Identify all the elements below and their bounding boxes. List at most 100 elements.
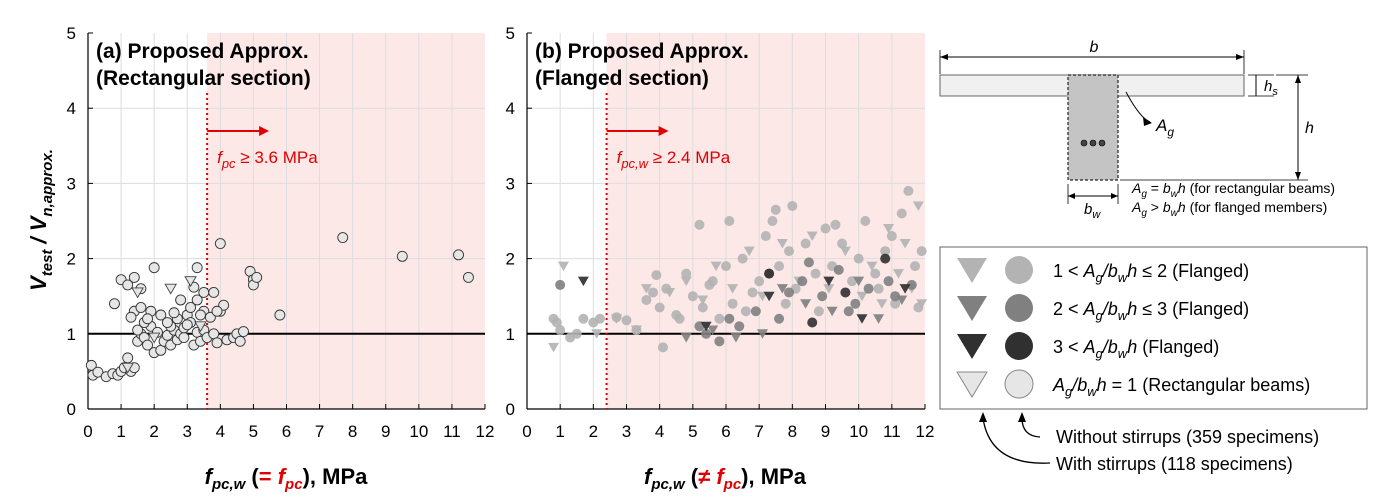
panel-b-x-tick-label: 7: [754, 422, 763, 441]
panel-b-data-point: [813, 306, 824, 317]
panel-b-data-point: [770, 204, 781, 215]
panel-b-y-tick-label: 4: [506, 99, 515, 118]
diagram-bw-label: bw: [1084, 201, 1101, 221]
panel-a-y-tick-label: 3: [67, 174, 76, 193]
panel-a-data-point: [214, 238, 226, 250]
panel-b-data-point: [648, 287, 659, 298]
panel-a-data-point: [135, 302, 147, 313]
panel-a-x-tick-label: 12: [476, 422, 495, 441]
panel-b-y-tick-label: 1: [506, 325, 515, 344]
panel-a-data-point: [337, 232, 349, 243]
panel-a-y-tick-label: 0: [67, 400, 76, 419]
panel-a-data-point: [211, 337, 223, 349]
diagram-eq-1: Ag = bwh (for rectangular beams): [1131, 180, 1335, 200]
panel-b-data-point: [737, 253, 748, 264]
panel-b-data-point: [555, 325, 566, 336]
panel-b-data-point: [866, 261, 878, 272]
panel-a-data-point: [181, 319, 193, 331]
panel-b-data-point: [700, 321, 712, 332]
panel-a-y-tick-label: 1: [67, 325, 76, 344]
panel-b-data-point: [754, 276, 765, 287]
panel-b-data-point: [764, 268, 775, 279]
panel-b-data-point: [810, 268, 821, 279]
panel-a-data-point: [208, 328, 220, 340]
panel-b-data-point: [863, 283, 874, 294]
panel-b-data-point: [876, 299, 888, 309]
panel-b-data-point: [707, 325, 719, 336]
panel-b-data-point: [916, 299, 928, 309]
panel-a-x-tick-label: 10: [409, 422, 428, 441]
panel-b-data-point: [714, 336, 725, 347]
panel-b-data-point: [750, 306, 761, 317]
panel-b-data-point: [890, 291, 901, 302]
legend-label-2: 2 < Ag/bwh ≤ 3 (Flanged): [1053, 299, 1249, 323]
panel-a-data-point: [92, 366, 104, 378]
panel-a-data-point: [178, 332, 190, 344]
panel-b-data-point: [727, 298, 738, 309]
panel-b-data-point: [630, 325, 642, 336]
section-diagram: b Ag hs h bw Ag = bwh (for rectangular b…: [939, 39, 1335, 221]
panel-a-data-point: [195, 309, 206, 321]
panel-a-threshold-label: fpc ≥ 3.6 MPa: [217, 148, 318, 171]
panel-b-data-point: [714, 313, 725, 324]
panel-b-data-point: [681, 268, 692, 279]
panel-b-data-point: [734, 321, 745, 332]
panel-b-data-point: [621, 315, 632, 326]
panel-b-data-point: [840, 287, 851, 298]
panel-b-data-point: [830, 219, 841, 230]
panel-b-data-point: [856, 291, 868, 302]
panel-b-data-point: [680, 276, 692, 287]
panel-a-x-tick-label: 6: [282, 422, 291, 441]
panel-b-data-point: [873, 283, 884, 294]
panel-b-data-point: [710, 261, 722, 272]
panel-b-title-line-2: (Flanged section): [535, 67, 709, 90]
panel-b-data-point: [657, 342, 668, 353]
panel-b-data-point: [571, 328, 582, 339]
panel-b-data-point: [707, 276, 718, 287]
panel-b-x-tick-label: 8: [788, 422, 797, 441]
panel-b-data-point: [740, 306, 751, 317]
legend-triangle-1: [957, 258, 987, 283]
panel-b-data-point: [774, 261, 785, 272]
panel-b-data-point: [896, 208, 907, 219]
legend-circle-1: [1005, 256, 1033, 284]
annotation-notes: Without stirrups (359 specimens) With st…: [979, 412, 1319, 474]
panel-b-data-point: [548, 342, 560, 353]
panel-a-x-tick-label: 1: [116, 422, 125, 441]
diagram-hs-label: hs: [1264, 78, 1278, 98]
panel-a-data-point: [128, 271, 140, 283]
panel-b-y-tick-label: 0: [506, 400, 515, 419]
panel-b-data-point: [763, 291, 775, 302]
panel-b-x-tick-label: 11: [883, 422, 901, 441]
panel-b-title-line-1: (b) Proposed Approx.: [535, 40, 749, 63]
panel-b-x-tick-label: 9: [821, 422, 830, 441]
panel-b-x-tick-label: 0: [522, 422, 531, 441]
panel-b-data-point: [807, 317, 818, 328]
panel-b-data-point: [664, 287, 676, 298]
panel-b-x-tick-label: 1: [555, 422, 564, 441]
legend-triangle-3: [957, 334, 987, 359]
legend: 1 < Ag/bwh ≤ 2 (Flanged) 2 < Ag/bwh ≤ 3 (…: [939, 246, 1368, 410]
panel-a-y-tick-label: 4: [67, 99, 76, 118]
panel-a-data-point: [463, 271, 474, 283]
panel-b-data-point: [896, 295, 908, 305]
panel-b-data-point: [850, 298, 861, 309]
diagram-h-label: h: [1305, 120, 1314, 137]
panel-b-data-point: [800, 299, 812, 309]
panel-b-data-point: [674, 313, 685, 324]
legend-label-3: 3 < Ag/bwh (Flanged): [1053, 337, 1219, 361]
panel-b-data-point: [890, 298, 901, 309]
legend-triangle-4: [956, 371, 988, 398]
panel-a-data-point: [161, 317, 173, 328]
panel-b-data-point: [724, 313, 735, 324]
panel-a-data-point: [396, 250, 408, 262]
panel-b-data-point: [697, 302, 708, 313]
panel-a-data-point: [142, 339, 154, 351]
panel-b-data-point: [654, 302, 665, 313]
panel-a-data-point: [131, 287, 144, 299]
panel-a-x-tick-label: 9: [381, 422, 390, 441]
panel-b-data-point: [873, 314, 885, 324]
panel-b-data-point: [886, 231, 897, 242]
